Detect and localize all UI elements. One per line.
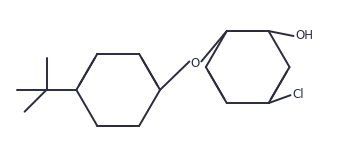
Text: OH: OH [295, 29, 313, 42]
Text: Cl: Cl [292, 88, 304, 101]
Text: O: O [191, 57, 200, 70]
